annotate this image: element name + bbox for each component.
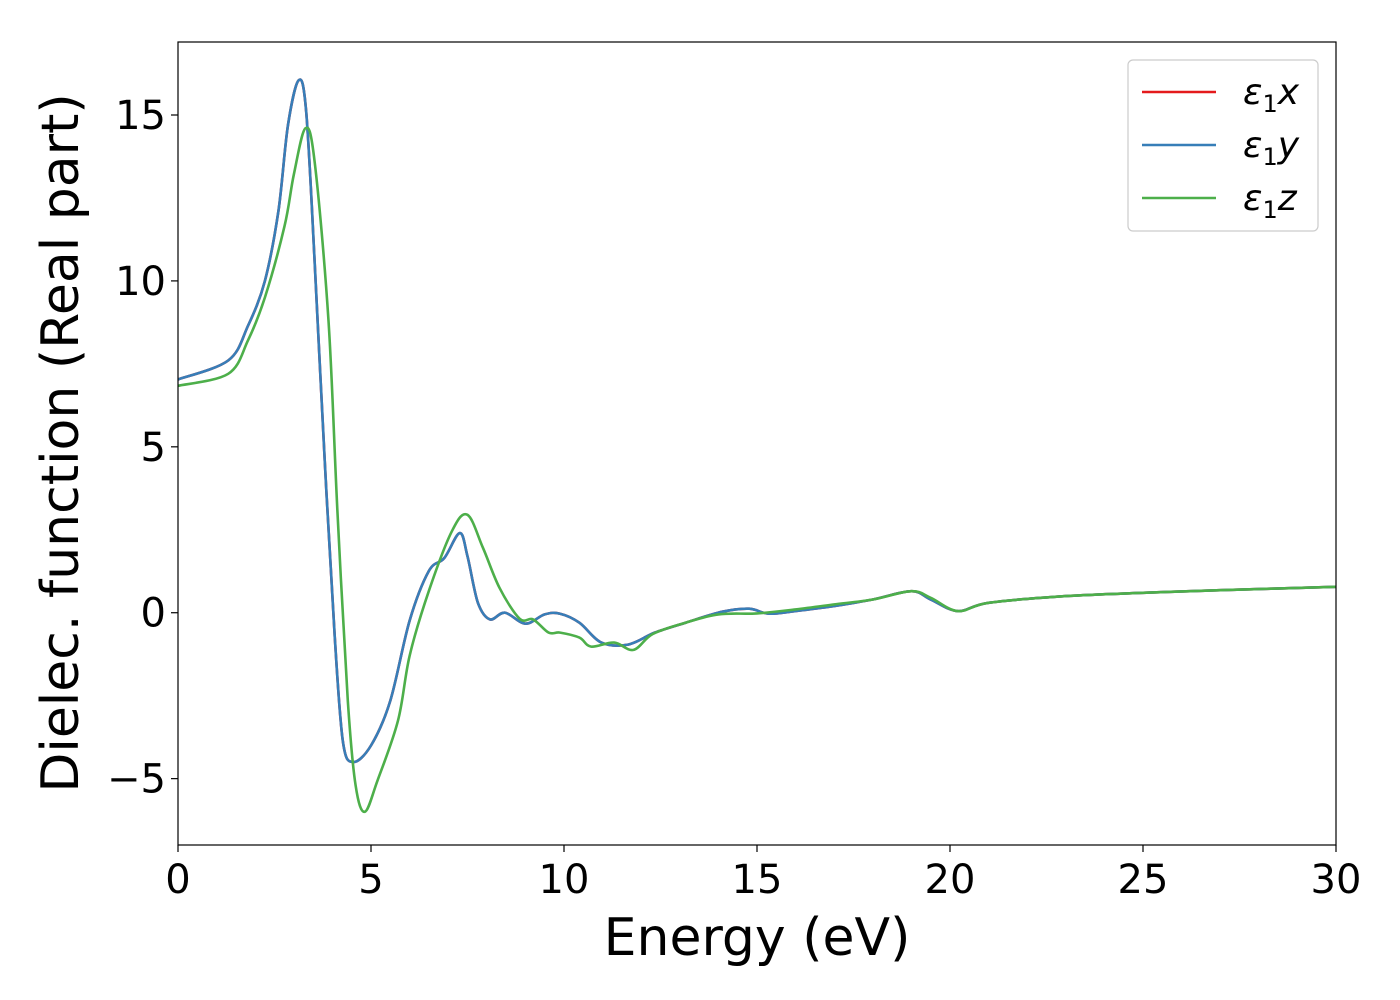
legend-label-x: ε1x [1243,72,1300,118]
y-tick-label: 0 [141,591,166,637]
legend-label-suffix: y [1277,125,1300,166]
y-axis-ticks: −5 0 5 10 15 [107,93,178,803]
series-line-z [178,126,1336,814]
legend-frame [1127,59,1319,232]
x-tick-label: 20 [925,857,976,903]
legend-label-suffix: x [1277,72,1300,113]
y-axis-label: Dielec. function (Real part) [31,93,91,792]
legend-label-z: ε1z [1243,178,1298,224]
legend-label-base: ε [1243,178,1262,219]
x-tick-label: 15 [732,857,783,903]
legend-label-suffix: z [1277,178,1298,219]
y-tick-label: 10 [115,259,166,305]
y-tick-label: 15 [115,93,166,139]
legend-label-subscript: 1 [1262,90,1277,118]
x-tick-label: 25 [1118,857,1169,903]
legend-label-subscript: 1 [1262,143,1277,171]
x-tick-label: 10 [539,857,590,903]
x-tick-label: 30 [1311,857,1362,903]
x-tick-label: 0 [165,857,190,903]
legend-label-subscript: 1 [1262,196,1277,224]
x-axis-ticks: 0 5 10 15 20 25 30 [165,845,1361,903]
legend-label-base: ε [1243,72,1262,113]
legend-label-base: ε [1243,125,1262,166]
y-tick-label: 5 [141,425,166,471]
series-layer [178,78,1336,814]
legend-label-y: ε1y [1243,125,1300,171]
x-tick-label: 5 [358,857,383,903]
x-axis-label: Energy (eV) [604,908,911,968]
y-tick-label: −5 [107,757,166,803]
